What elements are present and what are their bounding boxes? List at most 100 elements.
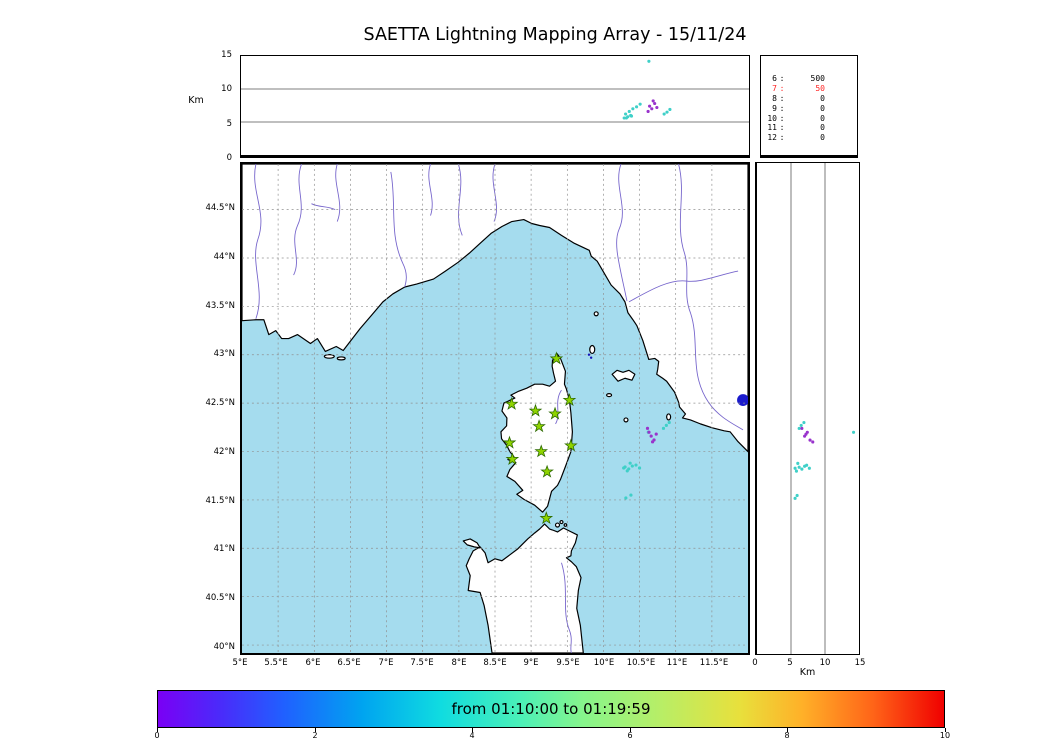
station-star-marker: [564, 438, 578, 452]
colorbar-tick-mark: [787, 728, 788, 732]
island-gorgona: [593, 311, 599, 317]
island-elba: [611, 369, 636, 382]
river: [492, 164, 497, 222]
lightning-source: [651, 99, 655, 103]
station-star-marker: [549, 351, 564, 365]
stat-label: 10: [767, 113, 777, 123]
map-gridlines: [242, 164, 748, 653]
lightning-source: [627, 109, 631, 113]
lightning-source: [808, 438, 812, 442]
lon-tick-label: 5.5°E: [264, 658, 288, 668]
stat-label: 11: [767, 123, 777, 133]
lightning-source: [805, 463, 809, 467]
stat-label: 6: [772, 74, 777, 83]
lightning-source: [852, 430, 856, 434]
lon-tick-label: 8.5°E: [483, 658, 507, 668]
island-pianosa: [606, 393, 613, 398]
right-panel-km-label: Km: [799, 667, 816, 678]
lightning-source: [624, 116, 628, 120]
river: [616, 164, 628, 301]
stat-colon: :: [779, 103, 785, 113]
stat-colon: :: [779, 83, 785, 93]
map-plot: [242, 164, 748, 653]
altitude-axis-label: Km: [188, 95, 204, 106]
island-maddalena: [554, 522, 561, 528]
island-giglio: [666, 413, 672, 421]
lightning-source: [647, 430, 651, 434]
lon-tick-label: 7°E: [378, 658, 394, 668]
river-tiber: [678, 164, 744, 431]
lightning-sources-altitude-top: [622, 59, 672, 120]
lightning-source: [625, 469, 629, 473]
lightning-source: [664, 423, 668, 427]
coastline-france-italy: [242, 164, 748, 453]
lat-tick-label: 40°N: [213, 642, 235, 652]
station-stat-row: 11: 0: [763, 123, 855, 133]
stat-value: 0: [820, 93, 825, 103]
station-stat-row: 8: 0: [763, 94, 855, 104]
lat-tick-label: 40.5°N: [205, 593, 235, 603]
station-star-marker: [532, 419, 546, 433]
station-star-marker: [548, 406, 562, 420]
altitude-tick-label: 10: [221, 84, 232, 94]
stat-label: 12: [767, 133, 777, 143]
lightning-source: [622, 466, 626, 470]
lightning-source: [796, 461, 800, 465]
station-stat-row: 10: 0: [763, 114, 855, 124]
lightning-source: [589, 356, 593, 359]
station-stat-row: 6: 500: [763, 74, 855, 84]
island-porquerolles: [323, 354, 335, 359]
lightning-source: [797, 465, 801, 469]
stat-colon: :: [779, 74, 785, 83]
lightning-source: [623, 112, 628, 116]
lightning-source: [647, 104, 652, 108]
lon-tick-label: 10°E: [593, 658, 615, 668]
island-asinara: [462, 538, 481, 549]
colorbar-tick-mark: [315, 728, 316, 732]
altitude-tick-label: 5: [226, 119, 232, 129]
lightning-source: [646, 109, 650, 113]
island-montecristo: [623, 417, 629, 423]
lon-tick-label: 9°E: [523, 658, 539, 668]
lightning-source: [665, 110, 669, 114]
lightning-source: [634, 105, 639, 109]
stat-label: 8: [772, 93, 777, 103]
station-star-marker: [539, 511, 554, 525]
lightning-source: [587, 353, 591, 356]
altitude-gridlines-right: [790, 163, 826, 654]
stat-label: 7: [772, 83, 777, 93]
lightning-source: [649, 434, 653, 438]
lightning-source: [622, 116, 626, 120]
altitude-tick-label: 15: [854, 658, 866, 668]
station-star-marker: [528, 403, 543, 417]
stat-colon: :: [779, 93, 785, 103]
stat-value: 0: [820, 123, 825, 133]
altitude-latitude-panel: [755, 162, 860, 655]
stat-value: 500: [810, 74, 825, 83]
lightning-source: [668, 107, 672, 111]
lightning-source: [650, 440, 655, 444]
lightning-source: [630, 464, 634, 468]
lon-tick-label: 6.5°E: [337, 658, 361, 668]
colorbar-label: from 01:10:00 to 01:19:59: [451, 700, 651, 718]
lat-tick-label: 41°N: [213, 544, 235, 554]
lat-tick-label: 42°N: [213, 447, 235, 457]
lightning-source: [629, 114, 634, 118]
lightning-source: [800, 426, 804, 431]
altitude-tick-label: 5: [787, 658, 793, 668]
colorbar-tick-mark: [945, 728, 946, 732]
lightning-source: [795, 493, 799, 498]
stat-value: 0: [820, 103, 825, 113]
lon-tick-label: 9.5°E: [556, 658, 580, 668]
river: [457, 164, 463, 236]
altitude-tick-label: 0: [752, 658, 758, 668]
island-port-cros: [336, 356, 346, 361]
lon-tick-label: 7.5°E: [410, 658, 434, 668]
colorbar-tick-label: 10: [939, 731, 951, 740]
river: [293, 164, 302, 276]
station-stat-row: 9: 0: [763, 104, 855, 114]
figure-title: SAETTA Lightning Mapping Array - 15/11/2…: [363, 25, 747, 45]
lightning-source: [811, 440, 815, 444]
lightning-source: [629, 493, 633, 497]
